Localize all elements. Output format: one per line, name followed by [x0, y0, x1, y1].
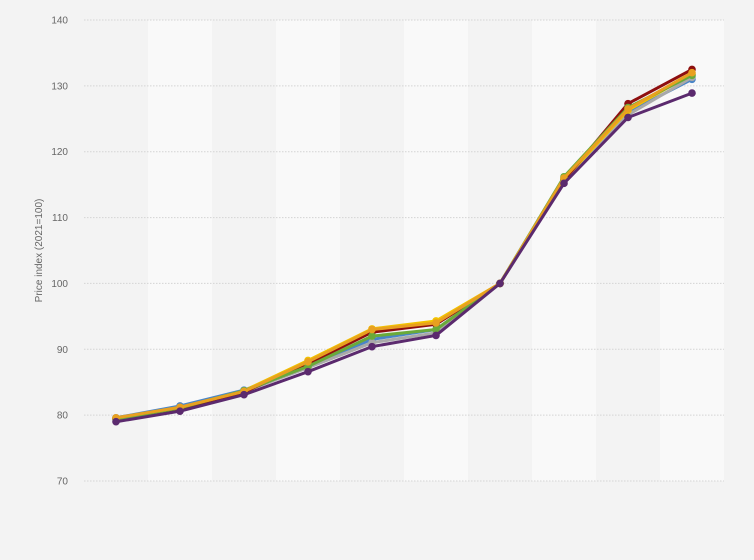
y-tick-label: 120	[51, 147, 68, 158]
series-6	[112, 68, 696, 422]
data-point[interactable]	[432, 319, 440, 327]
data-point[interactable]	[176, 407, 184, 415]
series-line	[114, 91, 694, 424]
data-point[interactable]	[368, 342, 376, 351]
data-point[interactable]	[432, 331, 440, 340]
data-point[interactable]	[368, 332, 376, 340]
category-band	[276, 20, 340, 481]
data-point[interactable]	[304, 367, 312, 376]
data-point[interactable]	[112, 417, 120, 426]
y-axis-title: Price index (2021=100)	[34, 199, 45, 303]
data-point[interactable]	[496, 279, 504, 288]
category-band	[404, 20, 468, 481]
data-point[interactable]	[432, 325, 440, 334]
y-axis-ticks: 70 80 90 100 110 120 130 140	[51, 16, 68, 488]
background-bands	[84, 20, 724, 481]
y-tick-label: 80	[57, 411, 69, 422]
series-7	[112, 89, 696, 426]
data-point[interactable]	[624, 105, 632, 113]
data-point[interactable]	[368, 325, 376, 334]
data-point[interactable]	[688, 89, 696, 97]
y-tick-label: 90	[57, 345, 69, 356]
data-point[interactable]	[560, 179, 568, 188]
category-band	[532, 20, 596, 481]
y-tick-label: 100	[51, 279, 68, 290]
y-tick-label: 70	[57, 477, 69, 488]
data-point[interactable]	[304, 357, 312, 366]
y-tick-label: 110	[52, 213, 68, 224]
data-point[interactable]	[624, 113, 632, 122]
y-tick-label: 140	[51, 16, 68, 27]
data-point[interactable]	[240, 390, 248, 399]
data-point[interactable]	[688, 68, 696, 77]
series-group	[112, 65, 696, 426]
y-tick-label: 130	[51, 81, 68, 92]
series-line	[114, 71, 694, 420]
